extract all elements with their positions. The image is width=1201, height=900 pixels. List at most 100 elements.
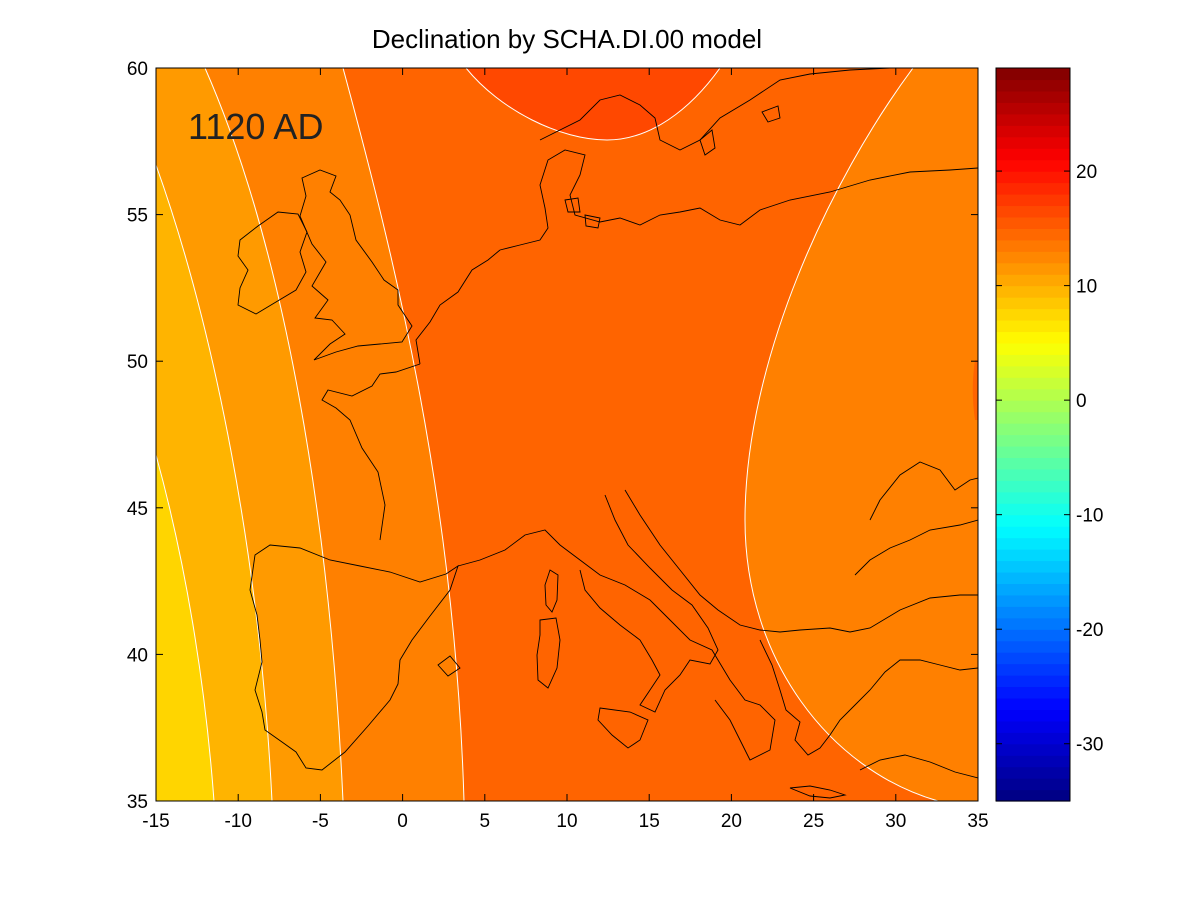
y-tick-label: 35 xyxy=(127,792,148,813)
x-tick-label: -5 xyxy=(312,811,329,832)
colorbar-segment xyxy=(996,182,1070,195)
colorbar-segment xyxy=(996,90,1070,103)
y-axis: 35 40 45 50 55 60 xyxy=(127,59,978,813)
colorbar-segment xyxy=(996,365,1070,378)
colorbar-segment xyxy=(996,148,1070,161)
y-tick-label: 45 xyxy=(127,499,148,520)
coastline-greece xyxy=(759,639,978,756)
colorbar-segment xyxy=(996,629,1070,642)
contour-line xyxy=(744,68,939,801)
colorbar-segment xyxy=(996,686,1070,699)
colorbar-segment xyxy=(996,571,1070,584)
colorbar-segment xyxy=(996,709,1070,722)
band-16-north xyxy=(466,68,720,140)
colorbar-segment xyxy=(996,514,1070,527)
y-tick-label: 50 xyxy=(127,352,148,373)
colorbar-segment xyxy=(996,423,1070,436)
colorbar-segment xyxy=(996,434,1070,447)
colorbar-segment xyxy=(996,388,1070,401)
colorbar-segment xyxy=(996,102,1070,115)
coastlines xyxy=(237,68,978,799)
coastline-iberia xyxy=(249,544,459,771)
colorbar-segment xyxy=(996,697,1070,710)
colorbar-tick-label: -20 xyxy=(1076,620,1103,641)
contour-line xyxy=(342,68,465,801)
coastline-sardinia xyxy=(536,617,561,689)
colorbar-segment xyxy=(996,743,1070,756)
coastline-mediterranean xyxy=(457,529,776,761)
colorbar-segment xyxy=(996,228,1070,241)
colorbar-segment xyxy=(996,720,1070,733)
colorbar-segment xyxy=(996,239,1070,252)
x-tick-label: 15 xyxy=(639,811,660,832)
x-tick-label: 5 xyxy=(480,811,491,832)
contour-line xyxy=(156,164,273,801)
coastline-corsica xyxy=(544,569,559,613)
colorbar-segment xyxy=(996,216,1070,229)
coastline-france-west xyxy=(321,363,421,541)
y-tick-label: 55 xyxy=(127,206,148,227)
y-tick-label: 40 xyxy=(127,645,148,666)
colorbar-segment xyxy=(996,617,1070,630)
x-tick-label: -10 xyxy=(224,811,251,832)
colorbar-segment xyxy=(996,342,1070,355)
colorbar-segment xyxy=(996,377,1070,390)
colorbar-segment xyxy=(996,583,1070,596)
colorbar-segment xyxy=(996,308,1070,321)
colorbar-segment xyxy=(996,331,1070,344)
colorbar-segment xyxy=(996,663,1070,676)
coastline-france-north xyxy=(415,249,501,365)
x-tick-label: 25 xyxy=(803,811,824,832)
coastline-scandinavia xyxy=(539,68,891,151)
colorbar-segment xyxy=(996,480,1070,493)
x-tick-label: 10 xyxy=(556,811,577,832)
colorbar-segment xyxy=(996,503,1070,516)
colorbar-segment xyxy=(996,285,1070,298)
colorbar-segment xyxy=(996,262,1070,275)
coastline-adriatic-east xyxy=(624,489,978,633)
coastline-sicily xyxy=(597,707,649,749)
x-tick-label: 20 xyxy=(721,811,742,832)
coastline-balearic xyxy=(437,655,461,677)
colorbar-segment xyxy=(996,675,1070,688)
colorbar-segment xyxy=(996,354,1070,367)
colorbar: -30 -20 -10 0 10 20 xyxy=(995,67,1103,802)
colorbar-segment xyxy=(996,755,1070,768)
colorbar-segment xyxy=(996,136,1070,149)
chart-title: Declination by SCHA.DI.00 model xyxy=(371,24,763,54)
x-axis: -15 -10 -5 0 5 10 15 20 25 30 35 xyxy=(142,68,989,832)
year-annotation: 1120 AD xyxy=(188,106,323,147)
colorbar-tick-label: -10 xyxy=(1076,506,1103,527)
colorbar-tick-label: 20 xyxy=(1076,162,1097,183)
colorbar-segment xyxy=(996,732,1070,745)
coastline-crete xyxy=(789,785,847,799)
colorbar-segment xyxy=(996,606,1070,619)
colorbar-segment xyxy=(996,560,1070,573)
contour-lines xyxy=(156,68,939,801)
colorbar-segment xyxy=(996,526,1070,539)
colorbar-segment xyxy=(996,125,1070,138)
colorbar-segment xyxy=(996,445,1070,459)
colorbar-segment xyxy=(996,766,1070,779)
coastline-baltic-islands xyxy=(699,105,781,156)
colorbar-segment xyxy=(996,113,1070,126)
colorbar-segment xyxy=(996,274,1070,287)
map-area xyxy=(156,68,978,801)
colorbar-segment xyxy=(996,251,1070,264)
coastline-great-britain xyxy=(299,169,413,361)
colorbar-segment xyxy=(996,537,1070,550)
coastline-italy xyxy=(579,494,719,713)
contour-line xyxy=(465,68,721,141)
colorbar-tick-label: 0 xyxy=(1076,391,1087,412)
colorbar-segment xyxy=(996,411,1070,424)
contour-line xyxy=(156,454,215,801)
colorbar-segment xyxy=(996,193,1070,207)
coastline-north-germany xyxy=(499,149,978,251)
coastline-turkey-south xyxy=(859,754,978,779)
colorbar-segment xyxy=(996,159,1070,172)
coastline-black-sea xyxy=(854,461,978,576)
x-tick-label: -15 xyxy=(142,811,169,832)
colorbar-segment xyxy=(996,594,1070,607)
colorbar-tick-label: 10 xyxy=(1076,277,1097,298)
